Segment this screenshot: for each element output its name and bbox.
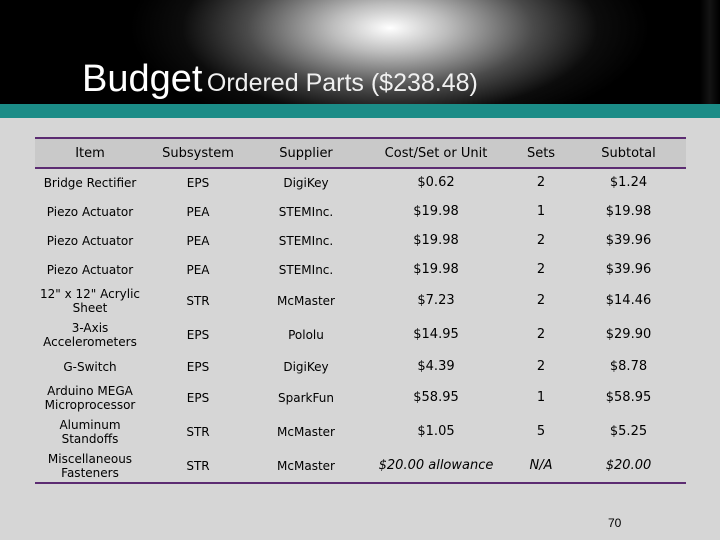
cell-sets: 5	[536, 424, 546, 439]
cell-subtotal: $19.98	[605, 203, 652, 219]
cell-supplier: McMaster	[277, 425, 335, 439]
cell-sets: N/A	[511, 449, 571, 484]
header-decoration	[700, 0, 720, 118]
cell-item: Aluminum Standoffs	[59, 418, 121, 446]
cell-subtotal: $1.24	[609, 175, 648, 190]
cell-item: 12" x 12" Acrylic Sheet	[39, 287, 141, 315]
cell-subsystem: PEA	[186, 233, 210, 248]
table-row: Piezo Actuator PEA STEMInc. $19.98 2 $39…	[35, 255, 686, 284]
table-row: Piezo Actuator PEA STEMInc. $19.98 2 $39…	[35, 226, 686, 255]
cell-subtotal: $58.95	[605, 390, 652, 405]
header-item: Item	[35, 137, 145, 169]
cell-cost: $7.23	[417, 293, 455, 308]
cell-subsystem: EPS	[186, 328, 210, 342]
cell-sets: 2	[536, 327, 546, 342]
cell-item: 3-Axis Accelerometers	[43, 321, 137, 349]
cell-supplier: STEMInc.	[278, 262, 334, 277]
cell-supplier: SparkFun	[278, 391, 334, 405]
cell-cost: $14.95	[413, 327, 459, 342]
cell-subsystem: STR	[186, 425, 210, 439]
cell-subtotal: $39.96	[605, 261, 652, 277]
cell-subtotal: $29.90	[605, 327, 652, 342]
table-row: Miscellaneous Fasteners STR McMaster $20…	[35, 449, 686, 484]
cell-subsystem: PEA	[186, 204, 210, 219]
table-row: 3-Axis Accelerometers EPS Pololu $14.95 …	[35, 318, 686, 352]
cell-sets: 1	[536, 203, 546, 219]
header-supplier: Supplier	[251, 137, 361, 169]
cell-subtotal: $5.25	[609, 424, 648, 439]
cell-sets: 2	[536, 293, 546, 308]
cell-subsystem: EPS	[186, 391, 210, 405]
cell-item: G-Switch	[63, 359, 117, 374]
cell-subtotal: $8.78	[609, 358, 648, 374]
slide-title: Budget Ordered Parts ($238.48)	[82, 58, 478, 101]
cell-cost: $58.95	[413, 390, 459, 405]
cell-sets: 2	[536, 358, 546, 374]
header-subsystem: Subsystem	[145, 137, 251, 169]
cell-item: Miscellaneous Fasteners	[35, 449, 145, 484]
cell-cost: $19.98	[413, 261, 459, 277]
slide-header: Budget Ordered Parts ($238.48)	[0, 0, 720, 118]
cell-cost: $1.05	[417, 424, 455, 439]
cell-cost: $4.39	[417, 358, 455, 374]
cell-item: Piezo Actuator	[46, 233, 134, 248]
title-subtitle: Ordered Parts ($238.48)	[206, 69, 478, 97]
header-subtotal: Subtotal	[571, 137, 686, 169]
cell-supplier: STEMInc.	[278, 233, 334, 248]
cell-supplier: STEMInc.	[278, 204, 334, 219]
table-row: G-Switch EPS DigiKey $4.39 2 $8.78	[35, 352, 686, 381]
cell-item: Piezo Actuator	[46, 262, 134, 277]
cell-subtotal: $39.96	[605, 232, 652, 248]
cell-sets: 2	[536, 261, 546, 277]
header-sets: Sets	[511, 137, 571, 169]
cell-supplier: McMaster	[277, 294, 335, 308]
cell-item: Piezo Actuator	[46, 204, 134, 219]
table-header-row: Item Subsystem Supplier Cost/Set or Unit…	[35, 137, 686, 169]
cell-sets: 2	[536, 232, 546, 248]
cell-subsystem: EPS	[186, 359, 210, 374]
page-number: 70	[608, 516, 622, 530]
accent-bar	[0, 104, 720, 118]
cell-cost: $19.98	[413, 203, 459, 219]
cell-cost: $20.00 allowance	[361, 449, 511, 484]
table-row: Aluminum Standoffs STR McMaster $1.05 5 …	[35, 415, 686, 449]
table-row: Arduino MEGA Microprocessor EPS SparkFun…	[35, 381, 686, 415]
cell-cost: $19.98	[413, 232, 459, 248]
table-row: Piezo Actuator PEA STEMInc. $19.98 1 $19…	[35, 197, 686, 226]
cell-supplier: DigiKey	[283, 359, 329, 374]
cell-subsystem: EPS	[186, 176, 210, 190]
cell-subsystem: STR	[186, 294, 210, 308]
slide-content: Item Subsystem Supplier Cost/Set or Unit…	[0, 118, 720, 540]
table-row: 12" x 12" Acrylic Sheet STR McMaster $7.…	[35, 284, 686, 318]
cell-cost: $0.62	[417, 175, 455, 190]
cell-sets: 2	[536, 175, 546, 190]
cell-item: Arduino MEGA Microprocessor	[44, 384, 136, 412]
cell-subsystem: STR	[145, 449, 251, 484]
budget-table: Item Subsystem Supplier Cost/Set or Unit…	[35, 137, 686, 484]
cell-subsystem: PEA	[186, 262, 210, 277]
cell-sets: 1	[536, 390, 546, 405]
cell-item: Bridge Rectifier	[43, 176, 137, 190]
cell-subtotal: $20.00	[571, 449, 686, 484]
cell-subtotal: $14.46	[605, 293, 652, 308]
header-cost: Cost/Set or Unit	[361, 137, 511, 169]
cell-supplier: DigiKey	[283, 176, 329, 190]
cell-supplier: McMaster	[251, 449, 361, 484]
title-main: Budget	[82, 58, 203, 100]
cell-supplier: Pololu	[288, 328, 324, 342]
table-row: Bridge Rectifier EPS DigiKey $0.62 2 $1.…	[35, 168, 686, 197]
